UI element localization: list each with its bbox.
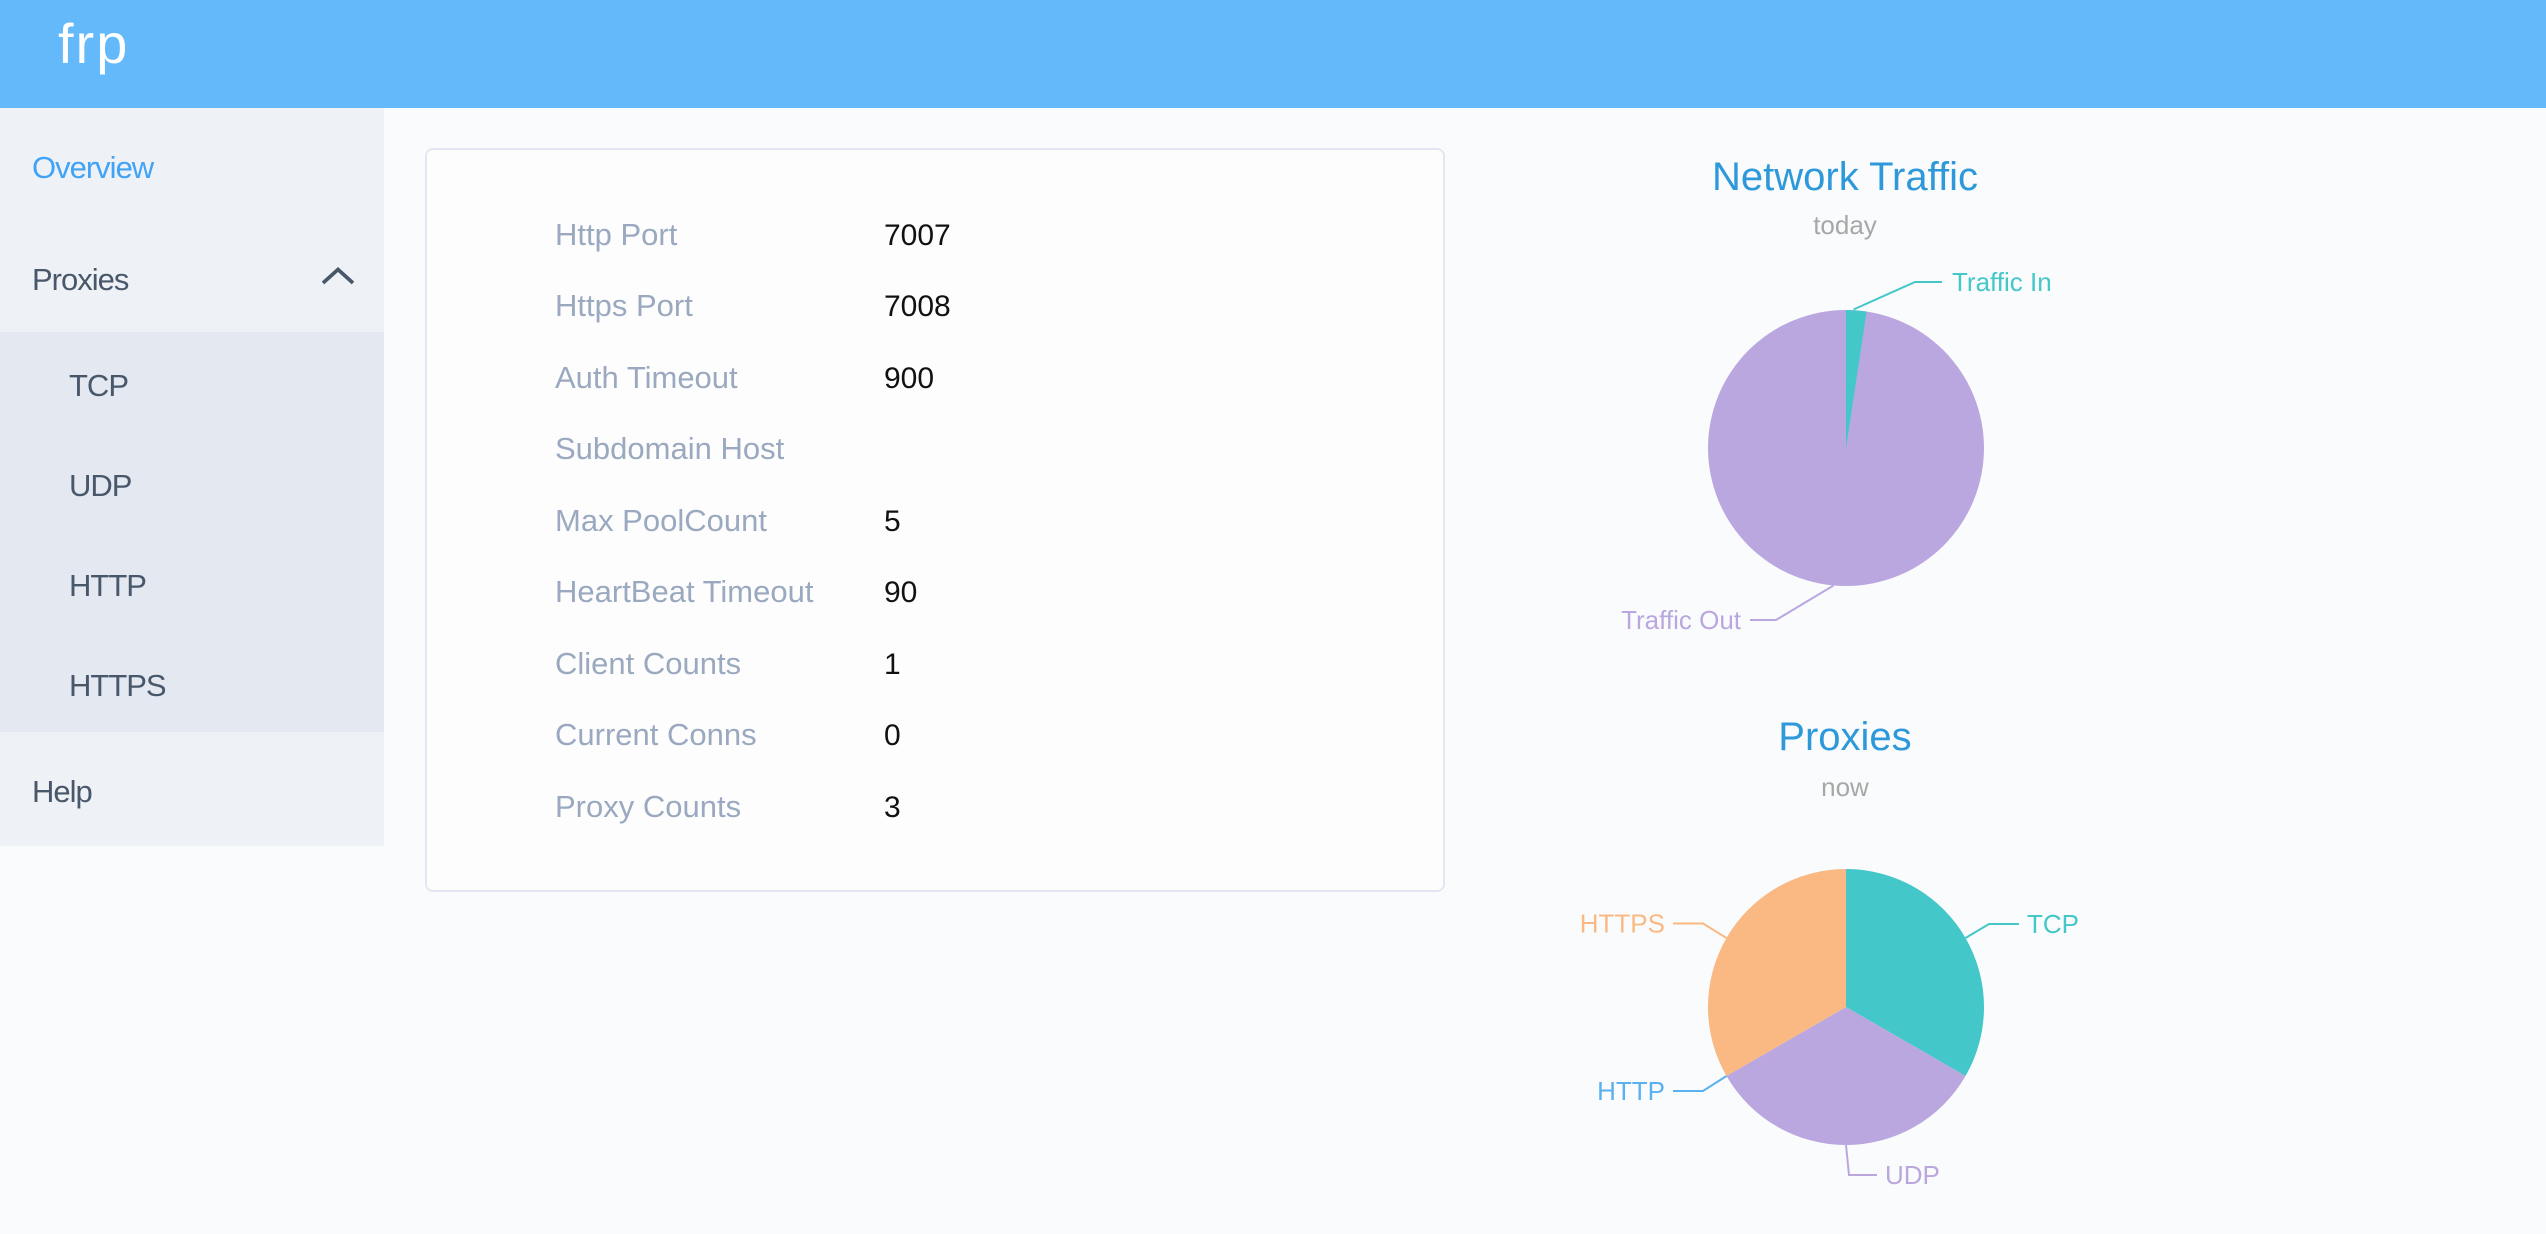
svg-text:HTTPS: HTTPS	[1580, 909, 1665, 939]
svg-text:UDP: UDP	[1885, 1160, 1940, 1190]
svg-text:TCP: TCP	[2027, 909, 2079, 939]
svg-text:Traffic In: Traffic In	[1952, 267, 2052, 297]
svg-text:Traffic Out: Traffic Out	[1621, 605, 1742, 635]
svg-text:HTTP: HTTP	[1597, 1076, 1665, 1106]
